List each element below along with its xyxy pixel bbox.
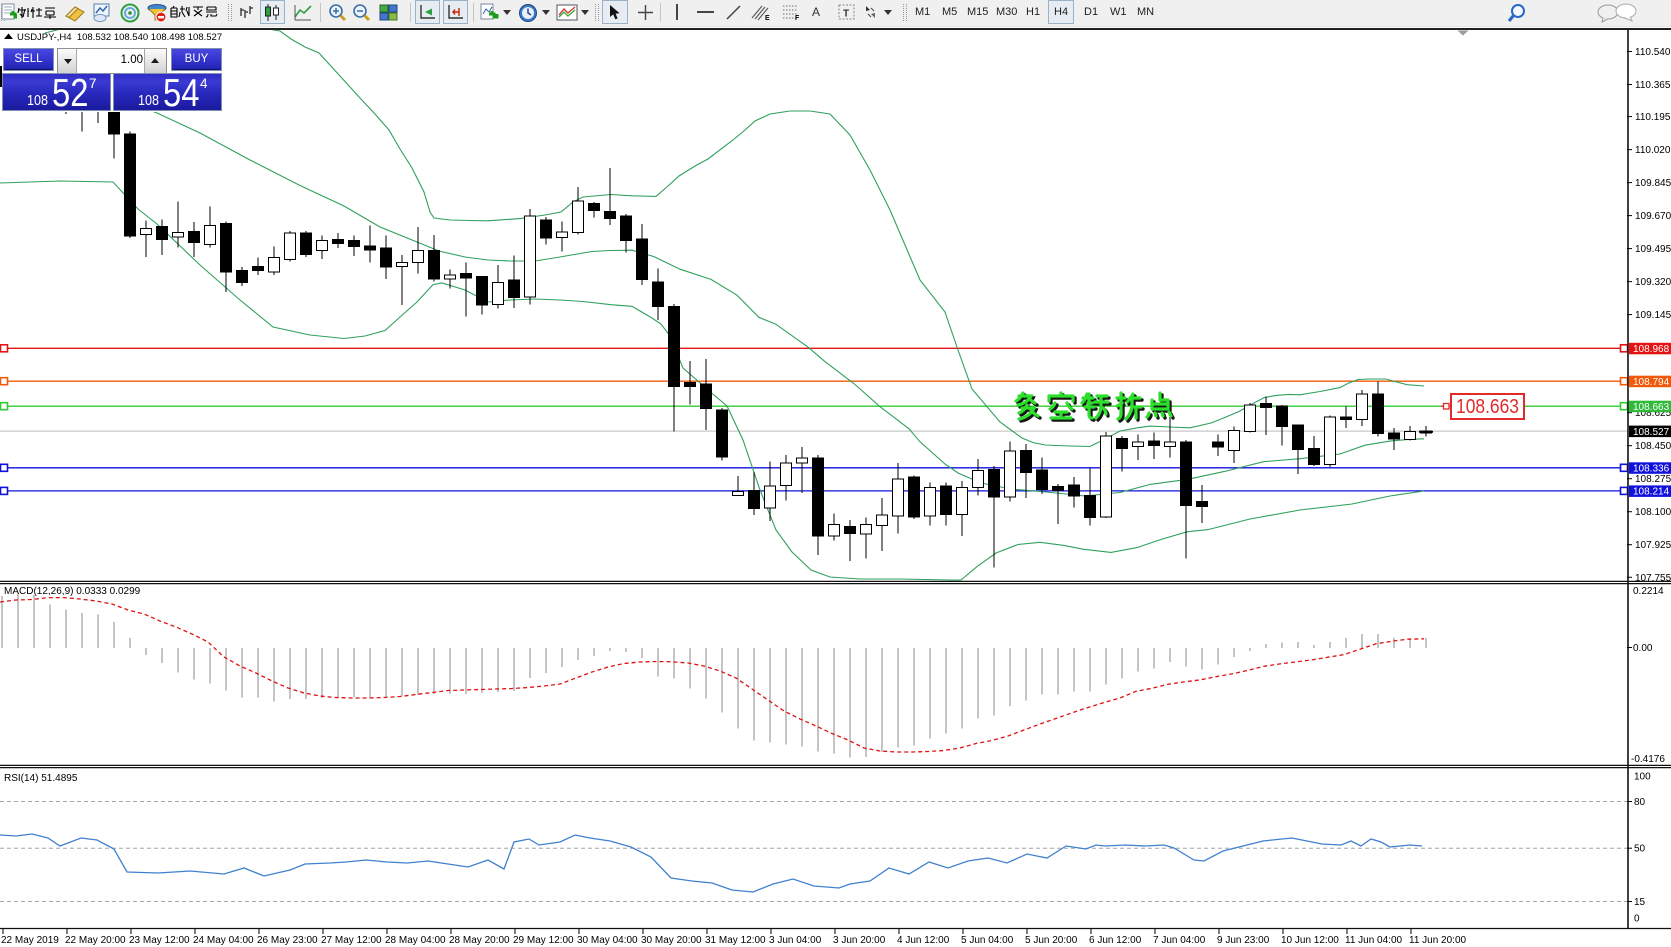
svg-text:15: 15 [1634,897,1646,908]
svg-text:5 Jun 20:00: 5 Jun 20:00 [1025,935,1078,946]
svg-text:108.663: 108.663 [1633,402,1670,413]
svg-text:108.450: 108.450 [1635,441,1671,452]
svg-text:T: T [843,9,849,20]
svg-text:USDJPY-,H4 108.532 108.540 10: USDJPY-,H4 108.532 108.540 108.498 108.5… [17,32,222,43]
svg-text:109.845: 109.845 [1635,178,1671,189]
svg-text:108.275: 108.275 [1635,474,1671,485]
svg-text:110.540: 110.540 [1635,47,1671,58]
svg-text:26 May 23:00: 26 May 23:00 [257,935,318,946]
svg-text:-0.4176: -0.4176 [1631,754,1665,765]
svg-text:108.336: 108.336 [1633,464,1670,475]
svg-text:108.214: 108.214 [1633,487,1670,498]
svg-text:27 May 12:00: 27 May 12:00 [321,935,382,946]
svg-text:110.020: 110.020 [1635,145,1671,156]
svg-text:109.495: 109.495 [1635,244,1671,255]
svg-text:100: 100 [1634,772,1651,783]
svg-text:E: E [765,15,770,21]
svg-text:0.00: 0.00 [1633,643,1653,654]
svg-text:110.365: 110.365 [1635,80,1671,91]
svg-text:28 May 04:00: 28 May 04:00 [385,935,446,946]
svg-text:108.663: 108.663 [1456,396,1519,418]
svg-text:107.925: 107.925 [1635,540,1671,551]
svg-text:MACD(12,26,9) 0.0333 0.0299: MACD(12,26,9) 0.0333 0.0299 [4,586,141,597]
svg-text:9 Jun 23:00: 9 Jun 23:00 [1217,935,1270,946]
svg-text:F: F [795,15,800,21]
svg-text:30 May 20:00: 30 May 20:00 [641,935,702,946]
svg-text:22 May 2019: 22 May 2019 [1,935,59,946]
svg-text:23 May 12:00: 23 May 12:00 [129,935,190,946]
svg-text:29 May 12:00: 29 May 12:00 [513,935,574,946]
svg-text:108.527: 108.527 [1633,427,1670,438]
svg-text:109.145: 109.145 [1635,310,1671,321]
svg-text:3 Jun 20:00: 3 Jun 20:00 [833,935,886,946]
svg-text:110.195: 110.195 [1635,112,1671,123]
svg-text:109.320: 109.320 [1635,277,1671,288]
svg-text:108.794: 108.794 [1633,377,1670,388]
svg-text:50: 50 [1634,844,1646,855]
svg-text:11 Jun 04:00: 11 Jun 04:00 [1345,935,1403,946]
svg-text:22 May 20:00: 22 May 20:00 [65,935,126,946]
svg-text:28 May 20:00: 28 May 20:00 [449,935,510,946]
svg-text:0.2214: 0.2214 [1633,586,1664,597]
svg-text:7 Jun 04:00: 7 Jun 04:00 [1153,935,1206,946]
svg-text:3 Jun 04:00: 3 Jun 04:00 [769,935,822,946]
svg-text:80: 80 [1634,797,1646,808]
svg-text:4 Jun 12:00: 4 Jun 12:00 [897,935,950,946]
svg-text:108.968: 108.968 [1633,344,1670,355]
svg-text:109.670: 109.670 [1635,211,1671,222]
svg-text:108.625: 108.625 [1635,408,1671,419]
svg-text:31 May 12:00: 31 May 12:00 [705,935,766,946]
svg-text:30 May 04:00: 30 May 04:00 [577,935,638,946]
svg-text:11 Jun 20:00: 11 Jun 20:00 [1409,935,1467,946]
svg-text:107.755: 107.755 [1635,573,1671,584]
svg-text:10 Jun 12:00: 10 Jun 12:00 [1281,935,1339,946]
svg-text:RSI(14) 51.4895: RSI(14) 51.4895 [4,773,78,784]
svg-text:0: 0 [1634,913,1640,924]
svg-text:108.100: 108.100 [1635,507,1671,518]
svg-text:6 Jun 12:00: 6 Jun 12:00 [1089,935,1142,946]
svg-text:5 Jun 04:00: 5 Jun 04:00 [961,935,1014,946]
svg-text:24 May 04:00: 24 May 04:00 [193,935,254,946]
